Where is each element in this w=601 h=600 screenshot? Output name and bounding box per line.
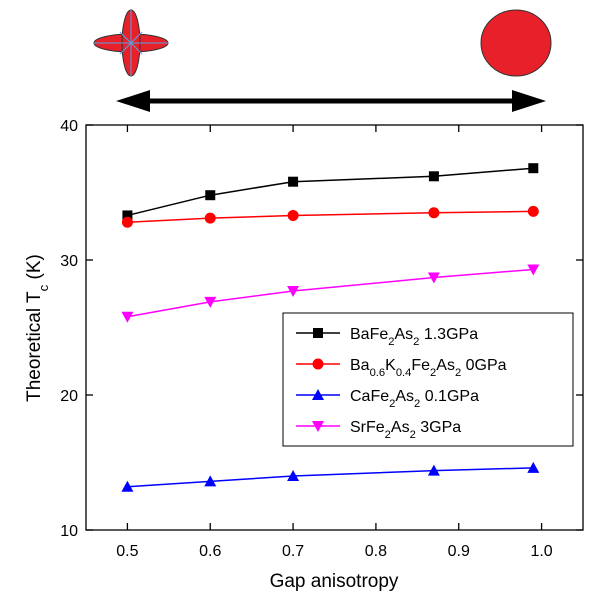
legend-label: BaFe2As2 1.3GPa	[350, 326, 478, 348]
marker	[204, 212, 216, 224]
x-tick-label: 0.9	[448, 543, 470, 560]
marker	[287, 209, 299, 221]
marker	[121, 311, 134, 323]
marker	[287, 470, 300, 481]
marker	[121, 480, 134, 492]
y-axis-label: Theoretical Tc (K)	[24, 254, 51, 402]
marker	[204, 475, 217, 487]
marker	[428, 207, 440, 219]
legend-label: SrFe2As2 3GPa	[350, 419, 461, 441]
double-arrow	[116, 90, 546, 112]
marker	[528, 163, 539, 174]
y-tick-label: 10	[60, 523, 78, 540]
marker	[427, 272, 440, 284]
legend-marker	[312, 389, 324, 400]
x-tick-label: 0.7	[282, 543, 304, 560]
legend-label: CaFe2As2 0.1GPa	[350, 388, 479, 410]
marker	[527, 461, 540, 473]
marker	[527, 264, 540, 276]
marker	[527, 205, 539, 217]
marker	[427, 464, 440, 476]
x-axis-label: Gap anisotropy	[270, 571, 399, 592]
y-tick-label: 30	[60, 253, 78, 270]
series-line	[127, 467, 534, 488]
x-tick-label: 0.8	[365, 543, 387, 560]
legend-marker	[312, 421, 324, 432]
anisotropic-gap-icon	[93, 9, 169, 77]
legend-marker	[313, 328, 323, 338]
legend-label: Ba0.6K0.4Fe2As2 0GPa	[350, 357, 507, 379]
series-line	[127, 210, 534, 223]
y-tick-label: 20	[60, 388, 78, 405]
marker	[205, 190, 216, 201]
marker	[287, 286, 300, 298]
x-tick-label: 0.5	[116, 543, 138, 560]
x-tick-label: 0.6	[199, 543, 221, 560]
legend-marker	[312, 358, 324, 370]
marker	[122, 210, 133, 221]
plot-frame	[85, 124, 584, 531]
y-tick-label: 40	[60, 118, 78, 135]
marker	[121, 216, 133, 228]
marker	[288, 176, 299, 187]
series-line	[127, 167, 534, 217]
marker	[428, 171, 439, 182]
isotropic-gap-icon	[480, 9, 552, 77]
legend-box	[282, 312, 574, 447]
x-tick-label: 1.0	[530, 543, 552, 560]
series-line	[127, 268, 534, 318]
marker	[204, 296, 217, 308]
